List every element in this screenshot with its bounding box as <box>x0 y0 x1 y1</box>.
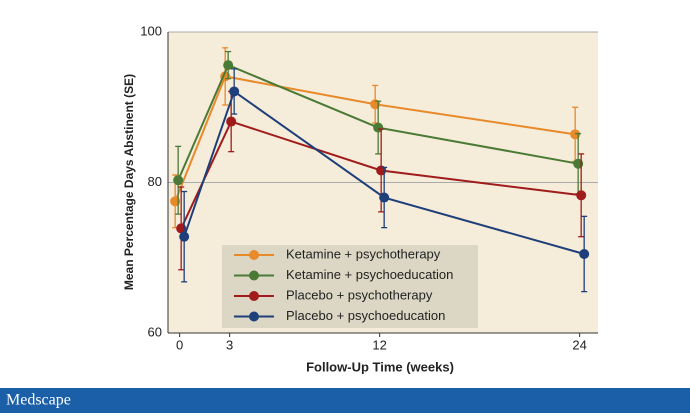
brand: Medscape <box>6 392 71 409</box>
x-tick-label: 0 <box>176 337 183 352</box>
legend-box <box>222 245 478 328</box>
x-tick-label: 24 <box>572 337 586 352</box>
legend-label: Ketamine + psychoeducation <box>286 267 453 282</box>
point <box>576 190 587 201</box>
legend-swatch <box>249 270 259 281</box>
legend-swatch <box>249 250 259 260</box>
point <box>173 175 184 186</box>
y-tick-label: 60 <box>148 324 162 339</box>
legend-label: Placebo + psychoeducation <box>286 308 445 323</box>
y-tick-label: 80 <box>148 174 162 189</box>
footer-bar <box>0 388 690 413</box>
point <box>229 86 240 97</box>
point <box>226 116 237 127</box>
legend-label: Placebo + psychotherapy <box>286 287 433 302</box>
x-axis-label: Follow-Up Time (weeks) <box>306 359 454 374</box>
y-tick-label: 100 <box>140 23 162 38</box>
x-tick-label: 12 <box>372 337 386 352</box>
legend-swatch <box>249 311 259 322</box>
x-tick-label: 3 <box>226 337 233 352</box>
point <box>179 231 190 242</box>
point <box>223 60 234 71</box>
point <box>579 248 590 259</box>
series-line <box>174 75 576 202</box>
point <box>379 192 390 203</box>
series-line <box>183 89 585 255</box>
y-axis-label: Mean Percentage Days Abstinent (SE) <box>122 74 136 290</box>
legend-swatch <box>249 291 259 301</box>
legend-label: Ketamine + psychotherapy <box>286 246 441 261</box>
series-line <box>177 63 579 181</box>
